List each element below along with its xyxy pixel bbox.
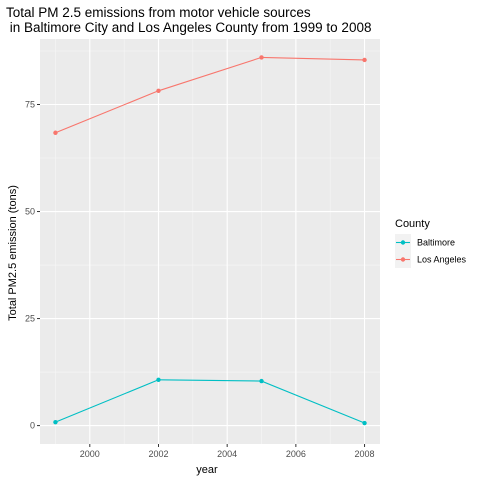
baltimore-point: [362, 420, 367, 426]
los-angeles-point: [259, 55, 264, 60]
baltimore-point: [259, 378, 264, 384]
los-angeles-line: [55, 56, 365, 134]
y-axis: 0 25 50 75: [25, 100, 40, 431]
legend-title: County: [395, 218, 430, 230]
chart-title-line-2: in Baltimore City and Los Angeles County…: [6, 20, 371, 35]
y-tick-label: 25: [25, 314, 35, 324]
x-tick-label: 2006: [286, 449, 306, 459]
legend: County Baltimore Los Angeles: [395, 218, 467, 268]
y-tick-label: 75: [25, 100, 35, 110]
plot-panel: [40, 39, 380, 444]
minor-gridlines: [40, 39, 380, 444]
major-gridlines: [40, 39, 380, 444]
x-tick-label: 2000: [80, 449, 100, 459]
y-tick-label: 50: [25, 207, 35, 217]
los-angeles-point: [362, 57, 367, 63]
x-axis-title: year: [196, 464, 218, 476]
series-points: [53, 55, 367, 426]
legend-label-los-angeles: Los Angeles: [417, 255, 467, 265]
x-axis: 2000 2002 2004 2006 2008: [80, 444, 375, 459]
legend-key-point: [400, 240, 406, 245]
los-angeles-point: [156, 88, 161, 94]
y-tick-label: 0: [30, 421, 35, 431]
chart-title-line-1: Total PM 2.5 emissions from motor vehicl…: [6, 5, 311, 20]
baltimore-point: [53, 419, 58, 425]
x-tick-label: 2004: [217, 449, 237, 459]
series-lines: [55, 56, 365, 424]
baltimore-point: [156, 377, 161, 382]
x-tick-label: 2002: [148, 449, 168, 459]
x-tick-label: 2008: [355, 449, 375, 459]
los-angeles-point: [53, 130, 58, 135]
y-axis-title: Total PM2.5 emission (tons): [7, 185, 19, 321]
legend-key-point: [400, 257, 406, 262]
baltimore-line: [55, 379, 365, 424]
legend-label-baltimore: Baltimore: [417, 238, 455, 248]
